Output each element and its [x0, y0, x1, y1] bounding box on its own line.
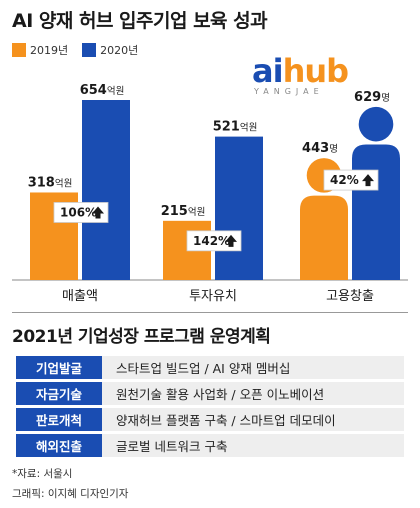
program-table: 기업발굴 스타트업 빌드업 / AI 양재 멤버십 자금기술 원천기술 활용 사…	[16, 356, 404, 460]
category-label: 고용창출	[326, 289, 374, 304]
logo-ai: ai	[252, 52, 284, 90]
bar-chart: 318억원 654억원 106% 매출액 215억원 521억원 142% 투자유치 443명 6…	[12, 83, 408, 304]
value-label: 215억원	[161, 204, 206, 219]
up-arrow-icon	[92, 206, 104, 219]
person-body-2019년	[300, 195, 348, 280]
program-row-label: 해외진출	[16, 434, 102, 457]
program-row: 해외진출 글로벌 네트워크 구축	[16, 434, 404, 457]
program-row-value: 양재허브 플랫폼 구축 / 스마트업 데모데이	[102, 408, 404, 431]
section-divider	[12, 312, 408, 313]
program-row-label: 기업발굴	[16, 356, 102, 379]
legend-item-2020: 2020년	[82, 42, 138, 58]
person-body-2020년	[352, 144, 400, 280]
legend-item-2019: 2019년	[12, 42, 68, 58]
program-title: 2021년 기업성장 프로그램 운영계획	[12, 327, 271, 347]
value-label: 629명	[354, 90, 390, 105]
legend-label-2019: 2019년	[30, 44, 69, 57]
logo-sub: YANGJAE	[254, 87, 324, 96]
up-arrow-icon	[362, 174, 374, 187]
program-row: 자금기술 원천기술 활용 사업화 / 오픈 이노베이션	[16, 382, 404, 405]
bar-2020년	[82, 100, 130, 280]
value-label: 443명	[302, 141, 338, 156]
program-row-value: 글로벌 네트워크 구축	[102, 434, 404, 457]
legend-swatch-2020	[82, 43, 97, 57]
legend: 2019년 2020년	[12, 42, 152, 58]
chart-title: AI 양재 허브 입주기업 보육 성과	[12, 10, 268, 32]
bar-2020년	[215, 136, 263, 280]
legend-label-2020: 2020년	[100, 44, 139, 57]
person-head-2020년	[358, 106, 394, 142]
value-label: 318억원	[28, 175, 73, 190]
growth-label: 42%	[330, 173, 359, 187]
category-label: 투자유치	[189, 289, 237, 304]
growth-badge	[186, 230, 242, 252]
growth-badge	[53, 202, 109, 223]
value-label: 654억원	[80, 83, 125, 98]
program-row-label: 판로개척	[16, 408, 102, 431]
graphic-credit: 그래픽: 이지혜 디자인기자	[12, 488, 129, 500]
program-row-value: 원천기술 활용 사업화 / 오픈 이노베이션	[102, 382, 404, 405]
source-note: *자료: 서울시	[12, 468, 73, 480]
program-row: 기업발굴 스타트업 빌드업 / AI 양재 멤버십	[16, 356, 404, 379]
growth-label: 142%	[193, 234, 230, 248]
ai-hub-logo: aihub YANGJAE	[252, 55, 349, 106]
up-arrow-icon	[225, 234, 237, 247]
program-row-label: 자금기술	[16, 382, 102, 405]
program-row-value: 스타트업 빌드업 / AI 양재 멤버십	[102, 356, 404, 379]
category-label: 매출액	[62, 289, 98, 304]
logo-main: aihub	[252, 55, 349, 87]
growth-label: 106%	[60, 205, 97, 219]
value-label: 521억원	[213, 120, 258, 135]
program-row: 판로개척 양재허브 플랫폼 구축 / 스마트업 데모데이	[16, 408, 404, 431]
growth-badge	[323, 169, 379, 191]
logo-hub: hub	[282, 52, 349, 90]
legend-swatch-2019	[12, 43, 26, 57]
